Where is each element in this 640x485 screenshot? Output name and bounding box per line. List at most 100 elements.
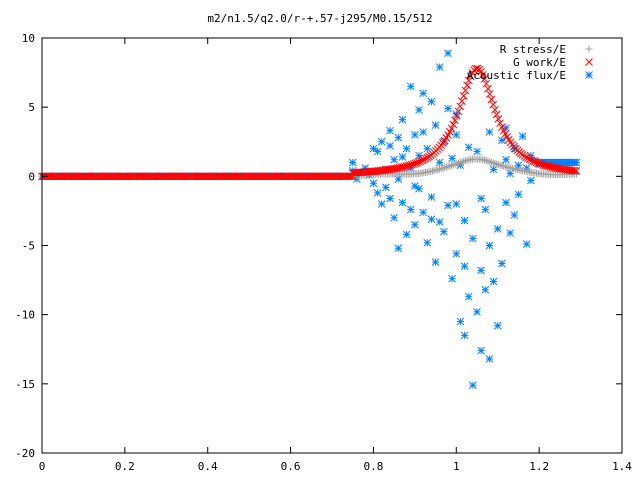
- data-point: [448, 162, 456, 170]
- data-point: [481, 285, 490, 294]
- data-point: [348, 158, 357, 167]
- data-point: [572, 167, 581, 175]
- data-point: [398, 115, 407, 124]
- data-point: [502, 155, 510, 164]
- data-point: [477, 266, 485, 275]
- data-point: [484, 84, 492, 93]
- data-point: [449, 161, 457, 169]
- data-point: [442, 163, 450, 171]
- plot-frame: [41, 37, 623, 454]
- data-point: [411, 182, 419, 190]
- data-point: [386, 126, 394, 135]
- data-point: [377, 200, 386, 208]
- data-point: [489, 277, 498, 286]
- data-point: [373, 189, 382, 197]
- data-point: [494, 161, 502, 169]
- data-point: [411, 130, 419, 139]
- data-point: [431, 121, 440, 130]
- data-point: [448, 274, 456, 283]
- data-point: [484, 157, 492, 165]
- data-point: [411, 220, 419, 229]
- data-point: [427, 215, 436, 224]
- data-point: [465, 76, 473, 85]
- data-point: [452, 249, 461, 258]
- data-point: [489, 165, 498, 174]
- data-point: [444, 49, 452, 58]
- data-point: [394, 133, 403, 142]
- data-point: [435, 158, 444, 167]
- data-point: [493, 225, 502, 233]
- data-point: [456, 102, 465, 111]
- data-point: [456, 159, 464, 167]
- data-point: [455, 159, 463, 167]
- data-point: [398, 153, 407, 161]
- data-point: [572, 158, 581, 167]
- data-point: [369, 144, 378, 153]
- data-point: [419, 208, 427, 217]
- data-point: [452, 130, 461, 139]
- data-point: [448, 154, 456, 163]
- data-point: [394, 244, 403, 253]
- data-point: [373, 147, 382, 156]
- data-point: [491, 105, 499, 114]
- data-point: [444, 163, 452, 171]
- data-point: [493, 321, 502, 330]
- y-tick-label: -15: [15, 378, 35, 391]
- data-point: [390, 213, 398, 222]
- legend-marker-icon: [585, 58, 593, 66]
- data-point: [460, 262, 469, 271]
- data-point: [496, 161, 504, 169]
- data-point: [478, 71, 487, 79]
- data-point: [481, 205, 490, 214]
- data-point: [454, 107, 463, 116]
- chart-title: m2/n1.5/q2.0/r-+.57-j295/M0.15/512: [207, 12, 432, 25]
- data-point: [569, 166, 577, 175]
- data-point: [419, 155, 428, 164]
- data-point: [406, 82, 415, 91]
- data-point: [491, 159, 499, 167]
- data-point: [477, 194, 485, 203]
- legend-label: Acoustic flux/E: [467, 69, 566, 82]
- y-tick-label: 5: [28, 101, 35, 114]
- data-point: [510, 211, 519, 219]
- data-point: [460, 331, 469, 340]
- data-point: [402, 144, 411, 153]
- x-tick-label: 0.2: [115, 460, 135, 473]
- data-point: [402, 230, 411, 239]
- data-point: [439, 164, 447, 172]
- data-point: [463, 81, 472, 90]
- data-point: [453, 160, 461, 168]
- data-point: [452, 200, 461, 208]
- data-point: [482, 79, 491, 88]
- data-point: [489, 159, 497, 167]
- data-point: [460, 216, 469, 225]
- y-tick-label: 10: [22, 32, 35, 45]
- data-point: [435, 63, 444, 71]
- y-tick-label: -10: [15, 309, 35, 322]
- data-point: [419, 128, 427, 136]
- data-point: [486, 158, 494, 166]
- data-point: [492, 110, 501, 119]
- data-point: [377, 137, 386, 146]
- data-point: [452, 112, 461, 120]
- data-point: [485, 128, 494, 136]
- x-tick-label: 1.4: [612, 460, 632, 473]
- data-point: [435, 218, 444, 226]
- data-point: [431, 258, 440, 266]
- data-point: [437, 165, 445, 173]
- y-tick-label: 0: [28, 170, 35, 183]
- data-point: [427, 97, 436, 106]
- x-tick-label: 0.6: [281, 460, 301, 473]
- data-point: [498, 259, 506, 268]
- data-point: [440, 227, 448, 236]
- data-point: [494, 115, 503, 123]
- series-2: [38, 49, 581, 390]
- data-point: [386, 194, 394, 203]
- data-point: [485, 90, 494, 98]
- data-point: [485, 355, 494, 363]
- data-point: [451, 160, 459, 168]
- x-tick-label: 1.2: [529, 460, 549, 473]
- data-point: [441, 164, 449, 172]
- data-point: [487, 158, 495, 166]
